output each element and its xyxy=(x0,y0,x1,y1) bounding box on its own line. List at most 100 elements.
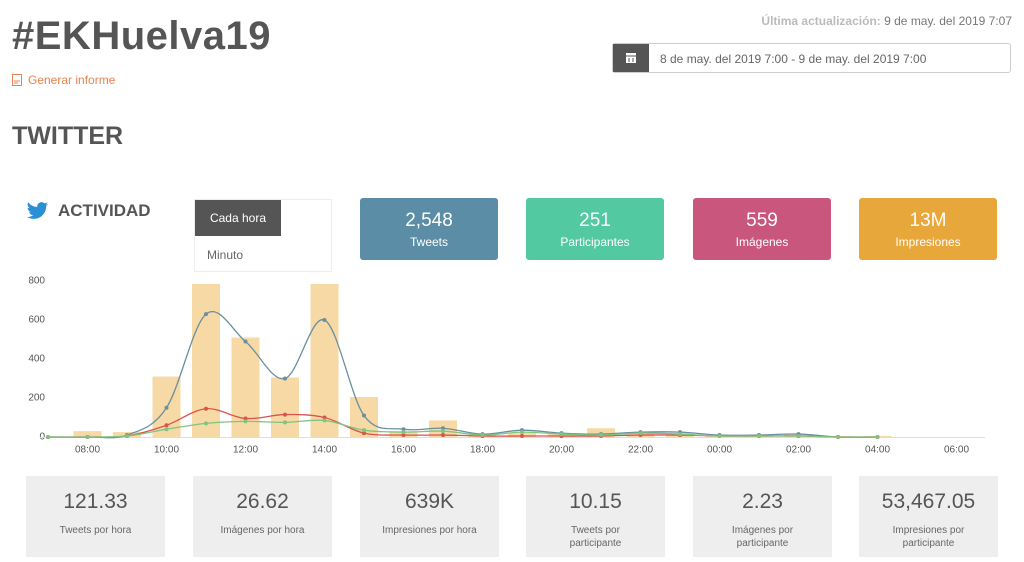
line-point xyxy=(243,339,248,344)
line-point xyxy=(441,429,445,434)
x-tick-label: 12:00 xyxy=(233,445,258,456)
stat-card: 10.15 Tweets por participante xyxy=(526,476,665,557)
line-point xyxy=(836,435,840,439)
activity-chart: 020040060080008:0010:0012:0014:0016:0018… xyxy=(28,276,985,456)
line-point xyxy=(441,426,445,431)
line-point xyxy=(283,376,287,381)
line-point xyxy=(362,413,366,418)
line-point xyxy=(875,435,880,439)
y-tick-label: 800 xyxy=(28,276,45,287)
x-tick-label: 08:00 xyxy=(75,445,100,456)
x-tick-label: 06:00 xyxy=(944,445,969,456)
line-point xyxy=(283,412,287,417)
line-point xyxy=(401,427,406,432)
calendar-icon[interactable] xyxy=(613,44,649,72)
line-point xyxy=(559,432,564,437)
activity-title: ACTIVIDAD xyxy=(58,201,151,220)
report-link-text[interactable]: Generar informe xyxy=(28,73,116,87)
kpi-value: 559 xyxy=(746,210,778,231)
last-update-label: Última actualización: xyxy=(761,14,881,28)
kpi-label: Tweets xyxy=(409,235,448,249)
kpi-label: Imágenes xyxy=(735,235,789,249)
stat-label: Tweets por hora xyxy=(59,525,132,536)
date-range[interactable]: 8 de may. del 2019 7:00 - 9 de may. del … xyxy=(660,52,927,66)
line-point xyxy=(599,433,603,438)
kpi-card: 13M Impresiones xyxy=(859,198,997,260)
date-picker[interactable]: 8 de may. del 2019 7:00 - 9 de may. del … xyxy=(612,43,1011,73)
line-point xyxy=(204,312,208,317)
line-point xyxy=(796,434,801,439)
stat-card: 26.62 Imágenes por hora xyxy=(193,476,332,557)
line-point xyxy=(204,421,208,426)
kpi-card: 2,548 Tweets xyxy=(360,198,498,260)
page-title: #EKHuelva19 xyxy=(12,14,271,58)
calendar-glyph xyxy=(626,53,636,63)
kpi-label: Impresiones xyxy=(895,235,961,249)
stat-value: 121.33 xyxy=(63,490,128,513)
line-point xyxy=(164,423,169,428)
line-point xyxy=(362,431,366,436)
bar xyxy=(271,377,299,437)
x-tick-label: 04:00 xyxy=(865,445,890,456)
stat-value: 26.62 xyxy=(236,490,289,513)
kpi-label: Participantes xyxy=(560,235,630,249)
line-point xyxy=(441,433,445,438)
line-point xyxy=(678,432,682,437)
toggle-hourly[interactable]: Cada hora xyxy=(195,200,281,236)
line-point xyxy=(204,406,208,411)
line-point xyxy=(164,427,169,432)
interval-toggle: Cada hora Minuto xyxy=(194,199,332,272)
line-point xyxy=(322,318,327,322)
line-point xyxy=(164,405,169,410)
bar xyxy=(73,431,102,437)
last-update: Última actualización: 9 de may. del 2019… xyxy=(761,14,1012,28)
kpi-card: 559 Imágenes xyxy=(693,198,831,260)
stat-card: 2.23 Imágenes por participante xyxy=(693,476,832,557)
kpi-value: 13M xyxy=(909,210,947,231)
line-point xyxy=(243,419,248,424)
last-update-value: 9 de may. del 2019 7:07 xyxy=(884,14,1012,28)
twitter-icon xyxy=(27,202,48,219)
line-point xyxy=(85,435,90,439)
x-tick-label: 00:00 xyxy=(707,445,732,456)
toggle-minute[interactable]: Minuto xyxy=(207,248,244,262)
line-point xyxy=(480,433,485,438)
report-link[interactable]: Generar informe xyxy=(12,73,115,87)
x-tick-label: 16:00 xyxy=(391,445,416,456)
stat-card: 639K Impresiones por hora xyxy=(360,476,499,557)
line-point xyxy=(322,418,327,423)
stat-label: Tweets por participante xyxy=(569,525,622,549)
x-tick-label: 02:00 xyxy=(786,445,811,456)
line-point xyxy=(125,434,129,439)
x-tick-label: 20:00 xyxy=(549,445,574,456)
line xyxy=(47,419,878,438)
line-point xyxy=(322,415,327,420)
stat-label: Imágenes por participante xyxy=(731,525,794,549)
stat-value: 639K xyxy=(404,490,455,513)
line-point xyxy=(401,433,406,438)
line-point xyxy=(638,431,643,436)
stat-value: 2.23 xyxy=(742,490,783,513)
line-point xyxy=(520,430,524,435)
bar xyxy=(310,283,339,437)
stat-label: Imágenes por hora xyxy=(220,525,305,536)
y-tick-label: 200 xyxy=(28,393,45,404)
line-point xyxy=(757,434,761,439)
line-point xyxy=(283,420,287,425)
kpi-value: 2,548 xyxy=(405,210,453,231)
kpi-value: 251 xyxy=(579,210,611,231)
line-point xyxy=(520,434,524,439)
pdf-icon xyxy=(12,74,22,86)
stat-value: 10.15 xyxy=(569,490,622,513)
stat-label: Impresiones por participante xyxy=(892,525,965,549)
stat-label: Impresiones por hora xyxy=(382,525,477,536)
line-point xyxy=(401,430,406,435)
stat-value: 53,467.05 xyxy=(881,490,976,513)
y-tick-label: 400 xyxy=(28,354,45,365)
stat-card: 53,467.05 Impresiones por participante xyxy=(859,476,998,557)
x-tick-label: 22:00 xyxy=(628,445,653,456)
y-tick-label: 600 xyxy=(28,315,45,326)
kpi-card: 251 Participantes xyxy=(526,198,664,260)
x-tick-label: 10:00 xyxy=(154,445,179,456)
